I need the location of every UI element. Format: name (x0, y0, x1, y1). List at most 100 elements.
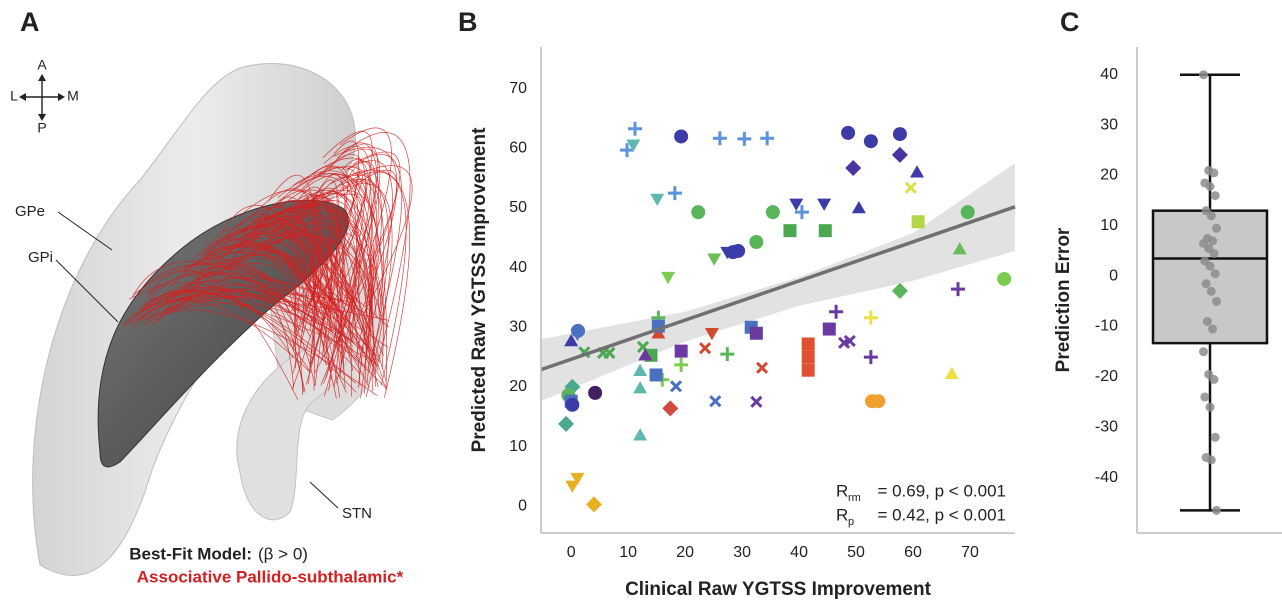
point (669, 380, 683, 393)
point (951, 282, 966, 297)
point (1205, 182, 1215, 192)
fiber (299, 191, 377, 319)
y-tick-label: 40 (509, 259, 527, 276)
point (818, 224, 832, 238)
point (661, 271, 676, 285)
fiber (240, 231, 317, 309)
fiber (141, 303, 352, 342)
fiber (314, 179, 340, 354)
point (1201, 279, 1211, 289)
point (822, 322, 836, 336)
fiber (326, 148, 381, 322)
x-tick-label: 70 (961, 544, 979, 561)
fiber (266, 189, 347, 301)
fiber (240, 215, 297, 350)
point (1206, 211, 1216, 221)
point (1199, 347, 1208, 357)
fiber (237, 220, 365, 332)
fiber (257, 210, 345, 376)
caption-condition: (β > 0) (258, 544, 308, 563)
point (558, 415, 575, 432)
point (841, 125, 856, 140)
fiber (185, 262, 312, 338)
point (633, 381, 648, 394)
compass (19, 74, 65, 121)
panel-label: B (458, 7, 478, 37)
y-tick-label: 20 (1100, 167, 1118, 184)
point (843, 334, 856, 348)
point (638, 348, 653, 361)
fiber (292, 170, 387, 391)
y-tick-label: -30 (1095, 418, 1118, 435)
fiber (292, 200, 358, 365)
point (712, 131, 727, 146)
fiber (191, 238, 380, 363)
point (891, 146, 908, 163)
fiber (289, 212, 339, 391)
fiber (233, 229, 334, 331)
fiber (149, 270, 299, 400)
y-tick-label: 40 (1100, 66, 1118, 83)
structure-label: GPe (15, 203, 45, 220)
point (829, 304, 844, 319)
x-tick-label: 10 (619, 544, 637, 561)
compass-label: L (10, 88, 18, 104)
point (626, 139, 641, 152)
point (674, 129, 689, 144)
fiber (226, 223, 307, 344)
y-tick-label: 60 (509, 140, 527, 157)
point (863, 310, 878, 325)
point (1210, 432, 1220, 442)
point (851, 201, 866, 214)
x-tick-label: 30 (733, 544, 751, 561)
fiber (299, 157, 382, 311)
stn-shape (236, 331, 351, 521)
fiber (203, 228, 347, 393)
leader-line (55, 259, 119, 323)
point (628, 121, 643, 136)
fiber (216, 242, 337, 399)
fiber (250, 216, 341, 373)
y-tick-label: 10 (1100, 217, 1118, 234)
point (1212, 223, 1221, 233)
fiber (178, 272, 361, 375)
x-axis-title: Clinical Raw YGTSS Improvement (625, 579, 932, 600)
point (633, 363, 648, 377)
point (662, 400, 679, 417)
y-tick-label: 30 (1100, 116, 1118, 133)
point (801, 350, 815, 364)
fiber (279, 175, 374, 392)
point (910, 165, 925, 178)
structure-label: STN (342, 505, 372, 522)
point (707, 253, 722, 266)
point (571, 323, 586, 338)
point (565, 397, 580, 412)
point (749, 326, 763, 340)
point (1210, 269, 1220, 279)
annotation-text: = 0.69, p < 0.001 (877, 481, 1006, 500)
point (794, 205, 809, 220)
point (871, 394, 886, 409)
point (863, 134, 878, 149)
point (1200, 392, 1210, 402)
point (755, 361, 769, 374)
point (749, 234, 764, 249)
point (760, 131, 775, 146)
y-tick-label: 50 (509, 199, 527, 216)
fiber (199, 254, 330, 319)
point (911, 215, 925, 229)
fiber (252, 205, 373, 315)
point (699, 342, 712, 355)
caption-tract: Associative Pallido-subthalamic* (137, 567, 404, 586)
compass-label: M (67, 88, 79, 104)
point (620, 143, 635, 158)
annotation-subscript: rm (848, 492, 861, 504)
fiber (296, 194, 329, 386)
fiber (336, 180, 377, 358)
fiber (333, 169, 398, 349)
y-tick-label: 70 (509, 80, 527, 97)
y-tick-label: 0 (518, 497, 527, 514)
fiber (208, 239, 355, 313)
fiber (313, 178, 389, 373)
